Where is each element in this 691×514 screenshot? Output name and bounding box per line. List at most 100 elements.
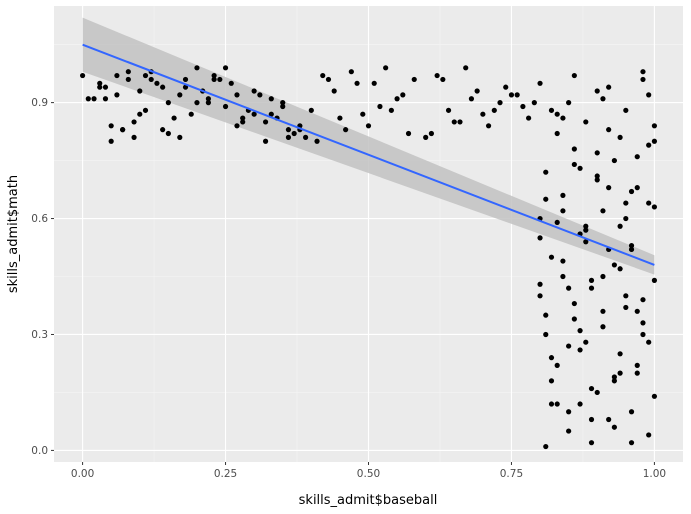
data-point — [537, 235, 543, 241]
data-point — [543, 312, 549, 318]
data-point — [548, 378, 555, 384]
data-point — [634, 154, 640, 160]
data-point — [485, 123, 492, 129]
data-point — [611, 262, 617, 268]
data-point — [640, 297, 646, 303]
data-point — [268, 96, 274, 102]
data-point — [102, 96, 109, 102]
data-point — [634, 370, 640, 376]
x-axis-ticks: 0.00 0.25 0.50 0.75 1.00 — [71, 462, 666, 480]
data-point — [343, 127, 349, 133]
data-point — [205, 96, 211, 102]
data-point — [548, 254, 555, 260]
data-point — [548, 355, 555, 361]
x-axis-title: skills_admit$baseball — [299, 493, 438, 508]
data-point — [354, 80, 360, 86]
data-point — [457, 119, 463, 125]
data-point — [537, 293, 543, 299]
data-point — [205, 100, 211, 106]
data-point — [543, 331, 549, 338]
data-point — [628, 246, 635, 253]
y-tick-label: 0.6 — [31, 213, 48, 225]
data-point — [583, 227, 589, 233]
data-point — [617, 370, 623, 376]
data-point — [445, 107, 452, 113]
regression-line-layer — [82, 43, 655, 266]
data-point — [554, 401, 560, 407]
data-point — [640, 320, 646, 326]
data-point — [651, 138, 658, 144]
data-point — [137, 88, 143, 94]
data-point — [554, 362, 560, 368]
data-point — [548, 401, 555, 407]
data-point — [651, 277, 658, 283]
data-point — [566, 100, 572, 106]
data-point — [583, 223, 589, 229]
data-point — [503, 84, 509, 90]
data-point — [526, 115, 532, 121]
data-point — [617, 266, 623, 272]
data-point — [634, 362, 640, 368]
data-point — [411, 76, 417, 83]
data-point — [571, 72, 577, 79]
data-point — [651, 204, 658, 210]
data-point — [646, 339, 652, 345]
data-point — [566, 428, 572, 434]
data-point — [611, 378, 617, 384]
data-point — [142, 72, 149, 79]
data-point — [583, 339, 589, 345]
data-point — [222, 65, 229, 71]
data-point — [628, 242, 635, 249]
data-point — [308, 107, 314, 113]
data-point — [583, 119, 589, 125]
data-point — [177, 92, 183, 98]
data-point — [377, 103, 383, 110]
data-point — [394, 96, 400, 102]
data-point — [560, 273, 566, 280]
data-point — [160, 84, 166, 90]
data-point — [537, 281, 543, 287]
data-point — [606, 185, 612, 191]
data-point — [262, 138, 269, 144]
y-tick-label: 0.0 — [31, 445, 48, 457]
data-point — [651, 123, 658, 129]
data-point — [314, 138, 320, 144]
data-point — [571, 146, 577, 152]
data-point — [577, 347, 583, 353]
data-point — [646, 200, 652, 206]
data-point — [628, 409, 635, 415]
data-point — [268, 111, 274, 117]
data-point — [463, 65, 469, 71]
data-point — [211, 76, 217, 83]
data-point — [102, 84, 109, 90]
data-point — [405, 130, 412, 137]
data-point — [194, 100, 200, 106]
data-point — [240, 119, 246, 125]
data-point — [137, 111, 143, 117]
data-point — [97, 84, 103, 90]
data-point — [623, 215, 629, 222]
data-point — [594, 389, 600, 396]
data-point — [577, 328, 583, 334]
data-point — [554, 130, 560, 137]
data-point — [131, 134, 137, 140]
data-point — [577, 401, 583, 407]
x-tick-label: 0.00 — [71, 468, 94, 480]
data-point — [571, 161, 577, 168]
data-point — [468, 96, 475, 102]
data-point — [543, 196, 549, 202]
data-point — [280, 103, 286, 110]
data-point — [142, 107, 149, 113]
data-point — [623, 107, 629, 113]
data-point — [651, 393, 658, 399]
data-point — [554, 111, 560, 117]
data-point — [285, 127, 292, 133]
data-point — [240, 115, 246, 121]
data-point — [131, 119, 137, 125]
data-point — [182, 76, 189, 83]
data-point — [171, 115, 177, 121]
data-point — [640, 331, 646, 338]
data-point — [600, 273, 606, 280]
x-tick-label: 0.25 — [214, 468, 237, 480]
data-point — [480, 111, 486, 117]
